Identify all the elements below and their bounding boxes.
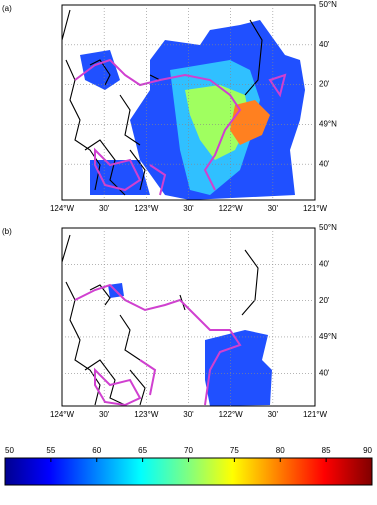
y-tick-label: 40' xyxy=(319,368,330,377)
map-field xyxy=(62,9,305,200)
y-tick-label: 40' xyxy=(319,259,330,268)
x-tick-label: 30' xyxy=(99,410,110,419)
map-field xyxy=(62,234,272,406)
heatmap-area xyxy=(185,85,250,160)
colorbar-tick-label: 80 xyxy=(276,446,285,455)
y-tick-label: 40' xyxy=(319,40,330,49)
colorbar-tick-label: 70 xyxy=(184,446,193,455)
contour-line xyxy=(74,58,287,196)
x-tick-label: 30' xyxy=(268,204,279,213)
panel-label: (a) xyxy=(2,4,12,13)
x-tick-label: 122°W xyxy=(219,204,244,213)
panel-label: (b) xyxy=(2,227,12,236)
colorbar xyxy=(4,457,373,486)
colorbar-tick-label: 85 xyxy=(322,446,331,455)
coastline xyxy=(62,234,259,406)
x-tick-label: 122°W xyxy=(219,410,244,419)
y-tick-label: 49°N xyxy=(319,332,337,341)
x-tick-label: 30' xyxy=(183,410,194,419)
colorbar-tick-label: 75 xyxy=(230,446,239,455)
colorbar-tick-label: 55 xyxy=(46,446,55,455)
heatmap-area xyxy=(80,50,120,90)
colorbar-tick-label: 65 xyxy=(138,446,147,455)
x-tick-label: 30' xyxy=(183,204,194,213)
coastline xyxy=(62,9,263,196)
y-tick-label: 50°N xyxy=(319,223,337,232)
y-tick-label: 40' xyxy=(319,159,330,168)
x-tick-label: 30' xyxy=(99,204,110,213)
x-tick-label: 124°W xyxy=(50,410,75,419)
map-frame xyxy=(61,227,316,407)
y-tick-label: 50°N xyxy=(319,0,337,9)
colorbar-tick-label: 50 xyxy=(5,446,14,455)
colorbar-tick-label: 60 xyxy=(92,446,101,455)
heatmap-area xyxy=(205,330,272,406)
x-tick-label: 124°W xyxy=(50,204,75,213)
contour-line xyxy=(74,283,242,406)
map-panel xyxy=(61,227,316,407)
x-tick-label: 123°W xyxy=(134,204,159,213)
x-tick-label: 30' xyxy=(268,410,279,419)
y-tick-label: 49°N xyxy=(319,119,337,128)
x-tick-label: 121°W xyxy=(303,410,328,419)
y-tick-label: 20' xyxy=(319,296,330,305)
x-tick-label: 121°W xyxy=(303,204,328,213)
y-tick-label: 20' xyxy=(319,80,330,89)
colorbar-tick-label: 90 xyxy=(363,446,372,455)
map-panel xyxy=(61,4,316,201)
x-tick-label: 123°W xyxy=(134,410,159,419)
